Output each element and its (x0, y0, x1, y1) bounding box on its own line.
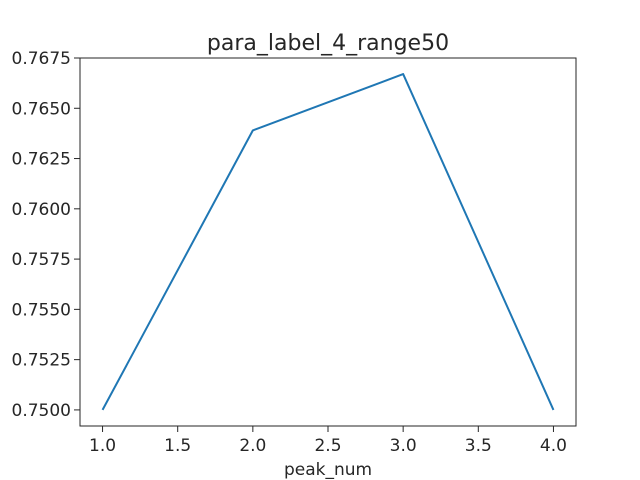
y-tick-label: 0.7575 (12, 250, 71, 270)
x-tick-label: 2.0 (239, 436, 266, 456)
y-tick-label: 0.7600 (12, 200, 71, 220)
y-tick-label: 0.7500 (12, 401, 71, 421)
x-tick-label: 3.5 (465, 436, 492, 456)
y-tick-label: 0.7675 (12, 49, 71, 69)
x-tick-label: 1.5 (164, 436, 191, 456)
chart-title: para_label_4_range50 (207, 31, 449, 56)
x-tick-label: 4.0 (540, 436, 567, 456)
y-tick-label: 0.7525 (12, 351, 71, 371)
y-tick-label: 0.7625 (12, 150, 71, 170)
x-tick-label: 2.5 (314, 436, 341, 456)
series-line (101, 73, 555, 411)
x-tick-label: 3.0 (390, 436, 417, 456)
plot-area: 1.0 1.5 2.0 2.5 3.0 3.5 4.0 0.7500 0.7525 0.7550 0… (12, 49, 577, 456)
y-tick-label: 0.7550 (12, 300, 71, 320)
x-tick-label: 1.0 (89, 436, 116, 456)
x-axis-label: peak_num (284, 460, 372, 480)
y-tick-label: 0.7650 (12, 99, 71, 119)
